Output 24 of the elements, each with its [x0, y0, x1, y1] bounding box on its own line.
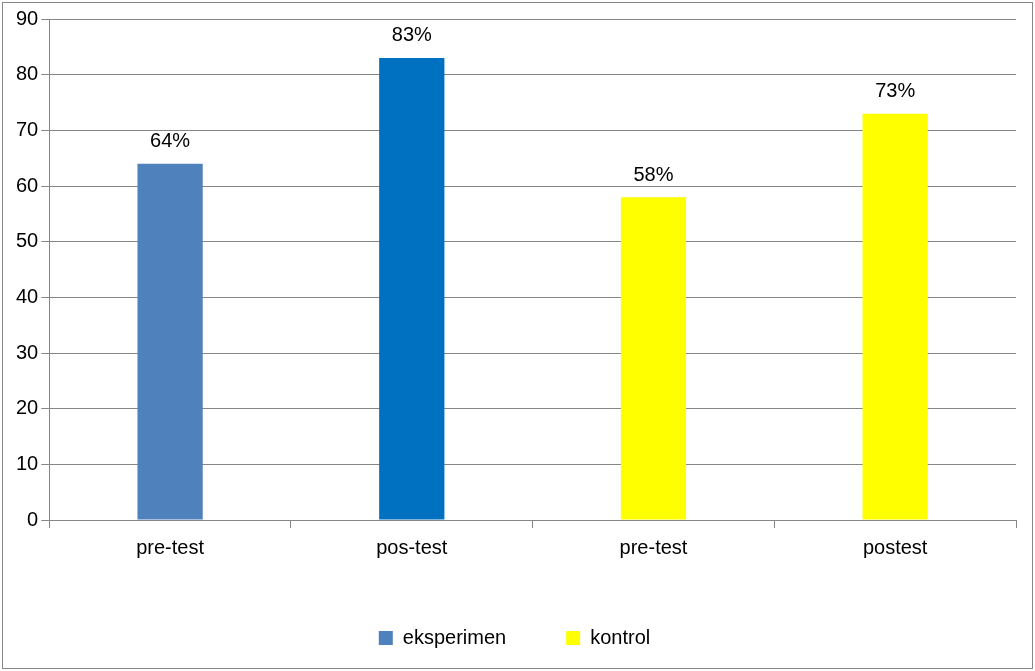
y-tick-label: 80: [16, 62, 39, 85]
x-tick-label: postest: [862, 535, 928, 558]
x-tick-label: pre-test: [619, 535, 688, 558]
y-tick-label: 50: [16, 229, 39, 252]
y-tick-label: 0: [27, 507, 39, 530]
y-tick-label: 20: [16, 396, 39, 419]
bar: [379, 57, 445, 520]
bar: [862, 113, 928, 520]
data-label: 64%: [150, 129, 191, 152]
x-tick-label: pre-test: [136, 535, 205, 558]
data-label: 58%: [633, 162, 674, 185]
y-tick-label: 70: [16, 117, 39, 140]
y-tick-label: 60: [16, 173, 39, 196]
y-tick-label: 40: [16, 284, 39, 307]
data-label: 73%: [875, 79, 916, 102]
bar: [620, 197, 687, 520]
y-tick-label: 10: [16, 451, 39, 474]
y-tick-label: 90: [16, 6, 39, 29]
legend-label: eksperimen: [402, 625, 507, 648]
x-tick-label: pos-test: [376, 535, 448, 558]
bar: [137, 163, 203, 520]
y-tick-label: 30: [16, 340, 39, 363]
legend-label: kontrol: [590, 625, 651, 648]
data-label: 83%: [391, 23, 433, 46]
